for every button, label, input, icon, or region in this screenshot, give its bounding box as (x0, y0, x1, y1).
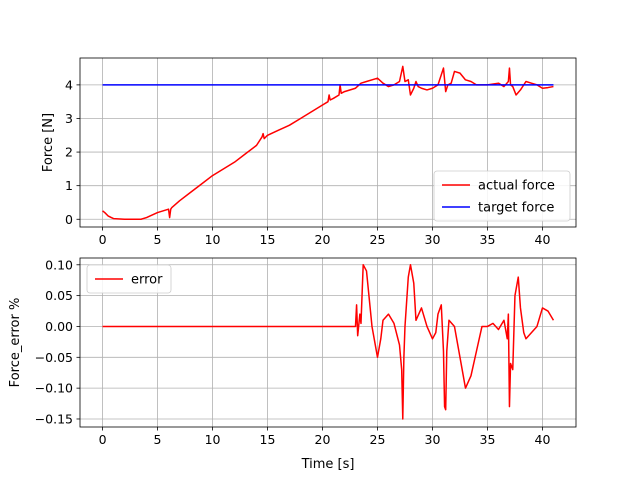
force-x-tick-label: 5 (154, 232, 162, 247)
error-x-tick-label: 20 (315, 432, 331, 447)
force-plot-lines (102, 65, 554, 221)
force-y-tick-label: 0 (65, 212, 73, 227)
force-legend-label: target force (478, 201, 554, 216)
error-x-tick-label: 25 (370, 432, 386, 447)
force-x-tick-label: 20 (315, 232, 331, 247)
force-axes-frame (79, 57, 577, 228)
error-axes-frame (79, 257, 577, 428)
force-y-tick-label: 3 (65, 111, 73, 126)
force-axes: 0 5 10 15 20 25 30 35 40 0 1 2 3 4 Force [N] actual f… (41, 57, 577, 247)
force-y-tick-label: 2 (65, 145, 73, 160)
error-x-tick-label: 5 (154, 432, 162, 447)
force-x-tick-label: 25 (370, 232, 386, 247)
force-legend-label: actual force (478, 179, 555, 194)
error-legend-box (86, 264, 172, 294)
error-x-tick-label: 30 (425, 432, 441, 447)
error-y-tick-label: 0.00 (45, 319, 73, 334)
force-y-tick-label: 1 (65, 178, 73, 193)
force-x-tick-label: 15 (260, 232, 276, 247)
error-x-tick-label: 35 (480, 432, 496, 447)
error-y-tick-label: −0.05 (35, 350, 73, 365)
force-ticks: 0 5 10 15 20 25 30 35 40 0 1 2 3 4 (65, 77, 550, 247)
error-x-axis-label: Time [s] (301, 457, 355, 472)
force-x-tick-label: 10 (205, 232, 221, 247)
force-legend-box (433, 170, 571, 222)
error-legend: error (86, 264, 172, 294)
error-ticks: 0 5 10 15 20 25 30 35 40 −0.15 −0.10 −0.05 0.00 0.05 0… (35, 257, 551, 447)
error-axes: 0 5 10 15 20 25 30 35 40 −0.15 −0.10 −0.05 0.00 0.05 0… (8, 257, 577, 472)
force-x-tick-label: 30 (425, 232, 441, 247)
error-x-tick-label: 0 (99, 432, 107, 447)
error-y-tick-label: −0.10 (35, 381, 73, 396)
error-x-tick-label: 10 (205, 432, 221, 447)
force-y-tick-label: 4 (65, 77, 73, 92)
error-y-tick-label: −0.15 (35, 411, 73, 426)
force-x-tick-label: 0 (99, 232, 107, 247)
error-plot-lines (102, 264, 555, 420)
force-x-tick-label: 35 (480, 232, 496, 247)
error-x-tick-label: 15 (260, 432, 276, 447)
error-y-tick-label: 0.10 (45, 257, 73, 272)
series-line-error (102, 264, 555, 420)
series-line-actual-force (102, 65, 554, 221)
force-y-axis-label: Force [N] (41, 113, 56, 172)
error-y-axis-label: Force_error % (8, 298, 23, 388)
force-x-tick-label: 40 (535, 232, 551, 247)
force-legend: actual force target force (433, 170, 571, 222)
error-y-tick-label: 0.05 (45, 288, 73, 303)
error-legend-label: error (131, 273, 163, 288)
error-x-tick-label: 40 (535, 432, 551, 447)
